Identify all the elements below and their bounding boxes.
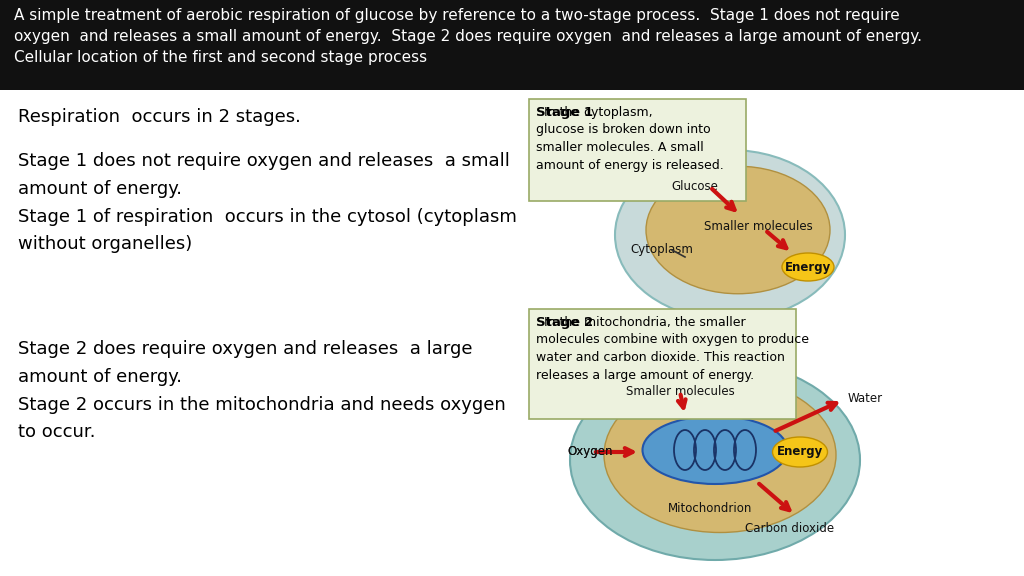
Text: A simple treatment of aerobic respiration of glucose by reference to a two-stage: A simple treatment of aerobic respiratio… <box>14 8 922 65</box>
Text: Cytoplasm: Cytoplasm <box>630 244 693 256</box>
FancyBboxPatch shape <box>529 309 796 419</box>
Ellipse shape <box>772 437 827 467</box>
Ellipse shape <box>642 416 787 484</box>
Ellipse shape <box>646 166 830 294</box>
Text: Smaller molecules: Smaller molecules <box>703 220 812 233</box>
Text: Oxygen: Oxygen <box>567 445 612 458</box>
Ellipse shape <box>570 360 860 560</box>
Ellipse shape <box>782 253 834 281</box>
Text: Oxygen: Oxygen <box>567 445 612 458</box>
Text: Glucose: Glucose <box>672 180 719 193</box>
Text: In the mitochondria, the smaller
molecules combine with oxygen to produce
water : In the mitochondria, the smaller molecul… <box>536 316 809 381</box>
Text: Carbon dioxide: Carbon dioxide <box>745 522 835 535</box>
Bar <box>0 0 1024 90</box>
Text: Mitochondrion: Mitochondrion <box>668 502 753 515</box>
Text: Stage 1 does not require oxygen and releases  a small
amount of energy.
Stage 1 : Stage 1 does not require oxygen and rele… <box>18 152 517 253</box>
Text: Water: Water <box>848 392 883 405</box>
Text: Smaller molecules: Smaller molecules <box>626 385 734 398</box>
Text: Respiration  occurs in 2 stages.: Respiration occurs in 2 stages. <box>18 108 301 126</box>
Ellipse shape <box>615 150 845 320</box>
Text: Stage 2 does require oxygen and releases  a large
amount of energy.
Stage 2 occu: Stage 2 does require oxygen and releases… <box>18 340 506 441</box>
Text: Stage 2: Stage 2 <box>536 316 593 329</box>
Text: Energy: Energy <box>777 445 823 458</box>
Ellipse shape <box>604 377 836 532</box>
Text: In the cytoplasm,
glucose is broken down into
smaller molecules. A small
amount : In the cytoplasm, glucose is broken down… <box>536 106 724 172</box>
FancyBboxPatch shape <box>529 99 746 201</box>
Text: Energy: Energy <box>784 260 831 274</box>
Text: Stage 1: Stage 1 <box>536 106 593 119</box>
